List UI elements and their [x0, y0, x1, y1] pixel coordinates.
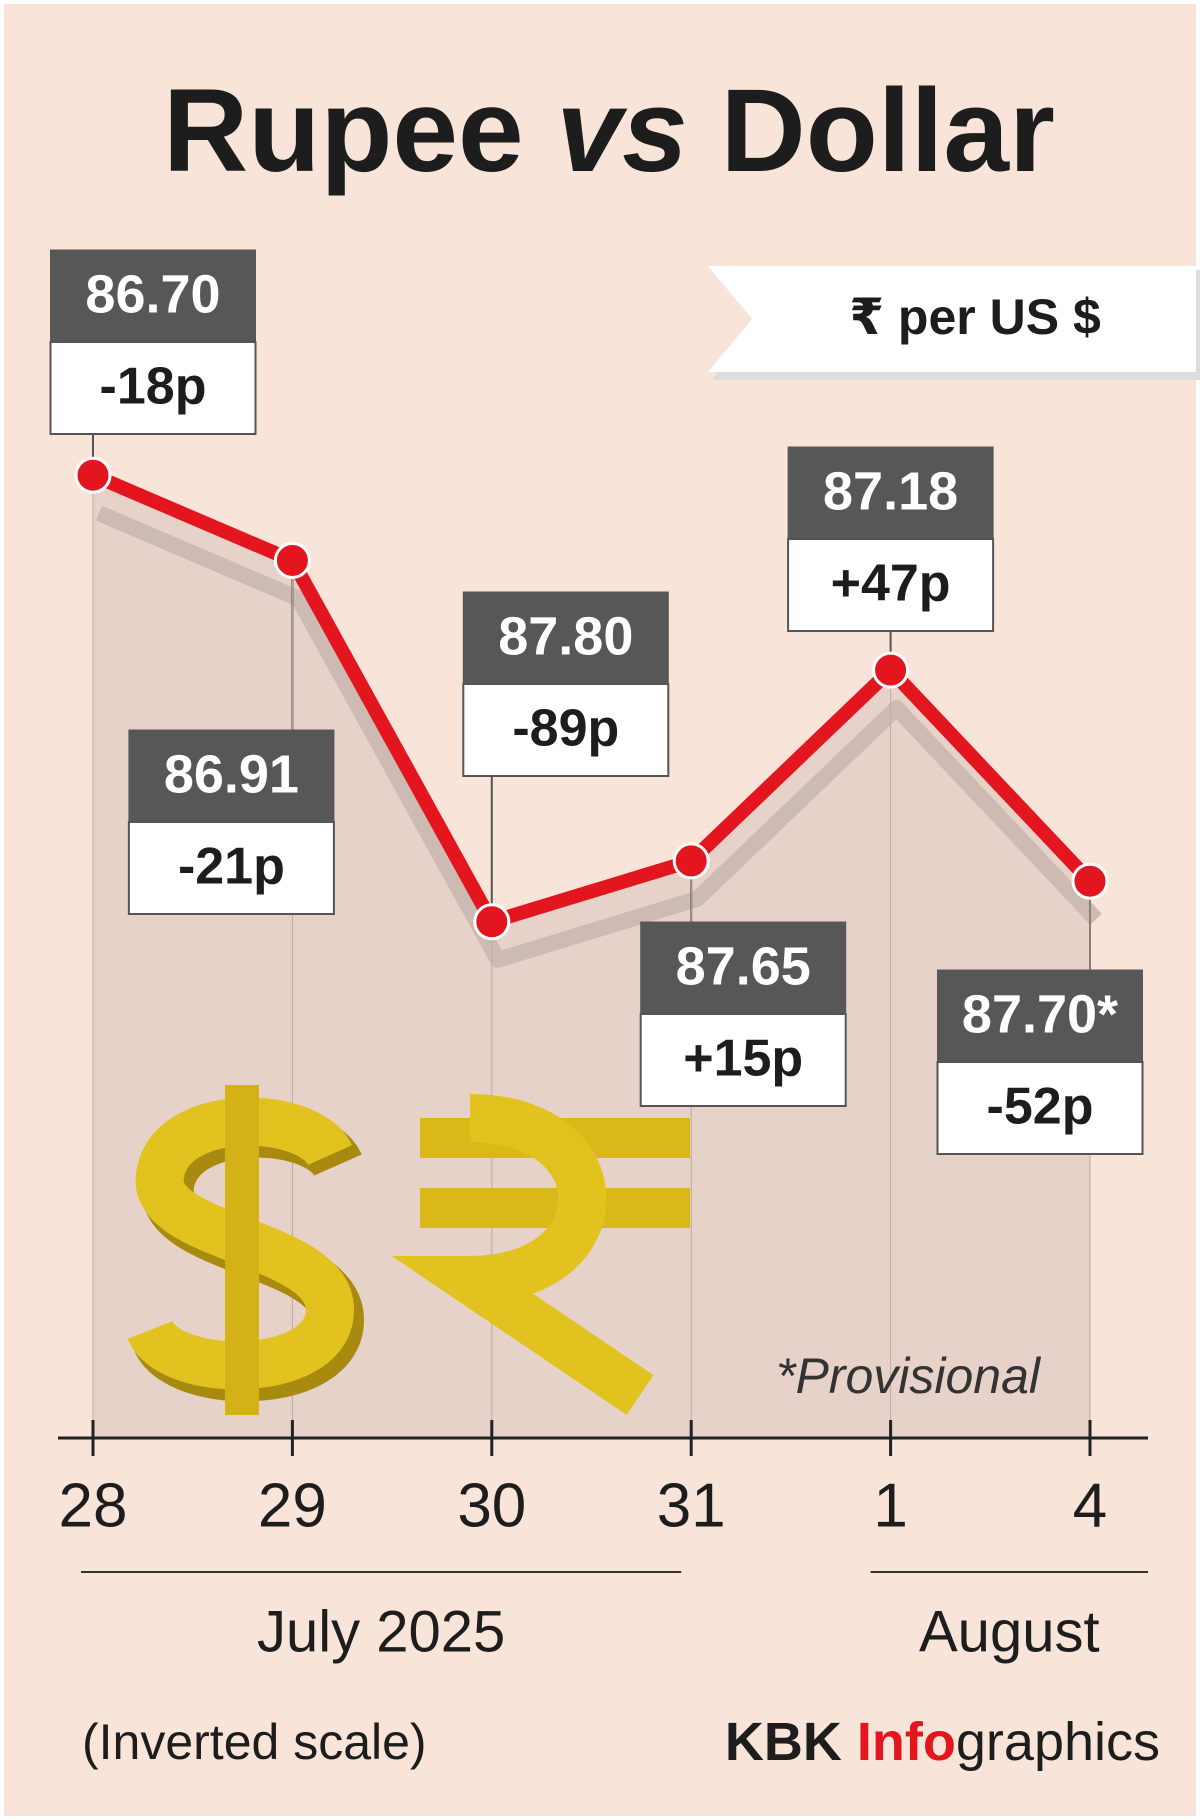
value-box	[787, 446, 994, 540]
x-tick-label: 31	[657, 1471, 726, 1540]
change-box	[639, 1013, 847, 1107]
title-part: vs	[556, 65, 687, 197]
credit: KBK Infographics	[725, 1712, 1160, 1772]
rupee-icon-bars	[420, 1118, 690, 1228]
x-tick-label: 1	[873, 1471, 907, 1540]
credit-part: KBK	[725, 1712, 842, 1772]
footnote: *Provisional	[776, 1348, 1042, 1404]
value-box	[640, 921, 847, 1015]
title-part: Dollar	[721, 65, 1055, 197]
change-box	[49, 341, 257, 435]
unit-label: ₹ per US $	[849, 289, 1101, 345]
change-label: -18p	[100, 358, 207, 416]
point	[1071, 862, 1109, 900]
change-label: -89p	[512, 700, 619, 758]
x-tick-label: 4	[1073, 1471, 1107, 1540]
value-box	[50, 249, 256, 343]
group-label: August	[919, 1599, 1100, 1664]
group-label: July 2025	[257, 1599, 505, 1664]
change-box	[936, 1061, 1144, 1155]
x-tick-label: 29	[258, 1471, 327, 1540]
credit-part: Info	[857, 1712, 956, 1772]
point	[273, 541, 311, 579]
value-label: 86.70	[85, 264, 220, 324]
change-box	[127, 821, 335, 915]
change-label: +15p	[683, 1030, 803, 1088]
point	[473, 903, 511, 941]
value-label: 87.65	[676, 936, 811, 996]
point	[872, 651, 910, 689]
currency-icons	[127, 1085, 690, 1415]
x-tick-label: 28	[59, 1471, 128, 1540]
value-box	[128, 729, 335, 823]
rupee-icon	[391, 1094, 654, 1415]
change-box	[787, 538, 995, 632]
area-fill	[93, 475, 1090, 1438]
chart-title: Rupee vs Dollar	[163, 65, 1055, 197]
line	[90, 468, 1096, 929]
value-label: 86.91	[164, 744, 299, 804]
plot: 86.70 -18p 86.91 -21p 87.80 -89p 87.65 +15p 87.1…	[49, 249, 1144, 1438]
point	[74, 456, 112, 494]
dollar-icon-bar	[225, 1085, 259, 1415]
value-label: 87.80	[498, 606, 633, 666]
unit-banner	[708, 266, 1196, 372]
value-box	[937, 969, 1143, 1063]
change-label: +47p	[831, 555, 951, 613]
line-shadow	[95, 505, 1102, 968]
scale-note: (Inverted scale)	[82, 1714, 427, 1770]
credit-part: graphics	[956, 1712, 1160, 1772]
change-label: -21p	[178, 838, 285, 896]
x-tick-label: 30	[457, 1471, 526, 1540]
value-label: 87.70*	[962, 984, 1118, 1044]
change-label: -52p	[987, 1078, 1094, 1136]
change-box	[462, 683, 670, 777]
value-label: 87.18	[823, 461, 958, 521]
point	[672, 842, 710, 880]
title-part: Rupee	[163, 65, 524, 197]
value-box	[462, 591, 669, 685]
